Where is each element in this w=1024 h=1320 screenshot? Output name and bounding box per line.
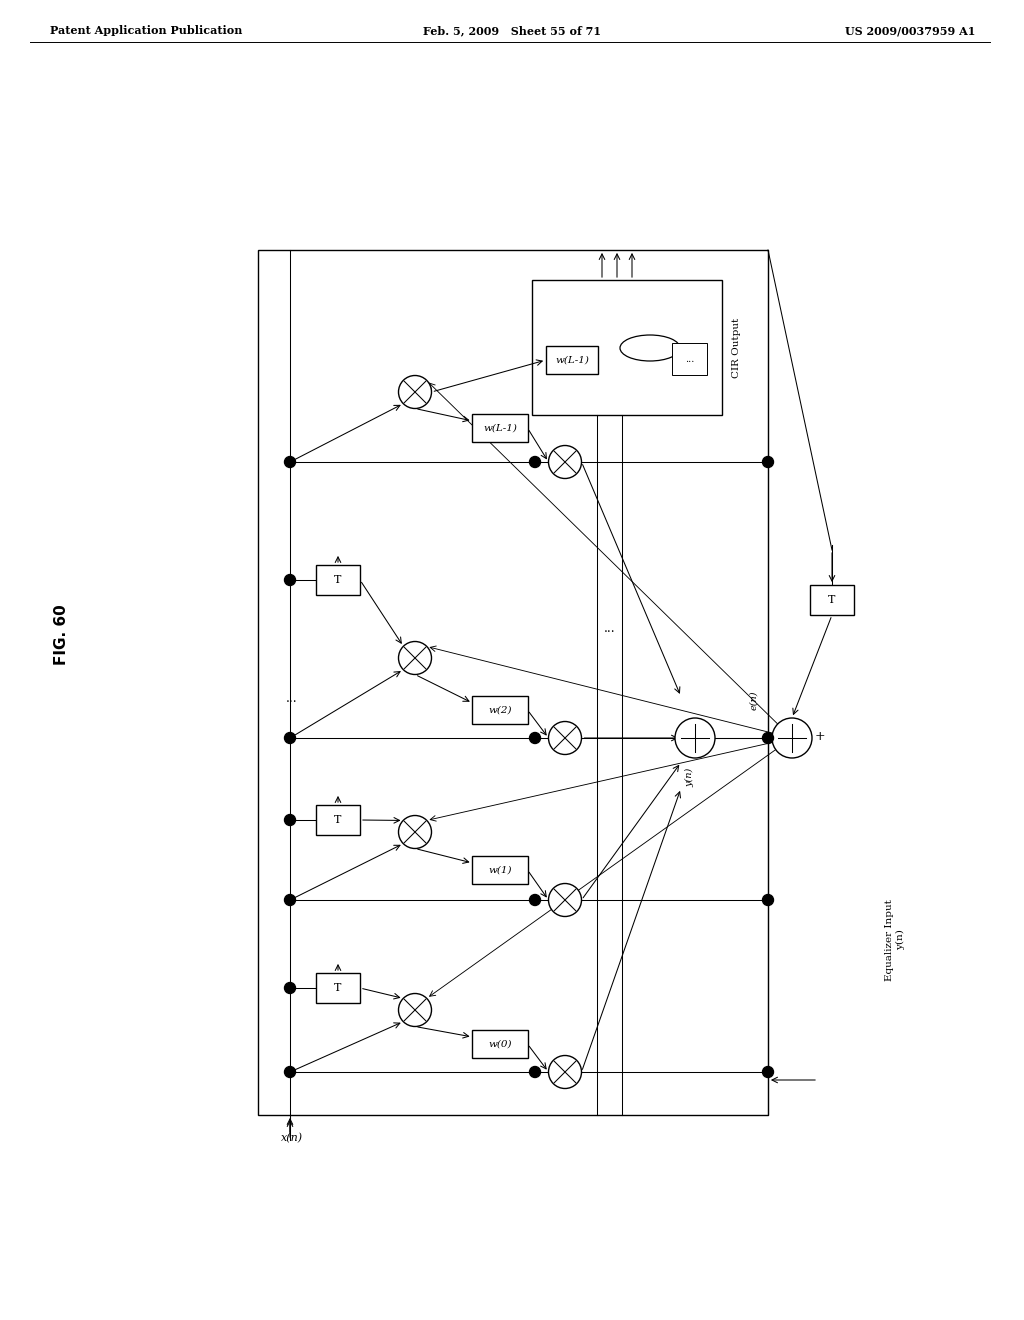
Text: ...: ... bbox=[286, 692, 298, 705]
Circle shape bbox=[285, 895, 296, 906]
FancyBboxPatch shape bbox=[672, 343, 707, 375]
Text: Feb. 5, 2009   Sheet 55 of 71: Feb. 5, 2009 Sheet 55 of 71 bbox=[423, 25, 601, 36]
Circle shape bbox=[529, 1067, 541, 1077]
Circle shape bbox=[285, 1067, 296, 1077]
FancyBboxPatch shape bbox=[316, 805, 360, 836]
FancyBboxPatch shape bbox=[472, 696, 527, 723]
Circle shape bbox=[529, 457, 541, 467]
Circle shape bbox=[398, 375, 431, 408]
Circle shape bbox=[285, 733, 296, 743]
Text: CIR Output: CIR Output bbox=[732, 318, 741, 378]
Circle shape bbox=[549, 1056, 582, 1089]
Text: T: T bbox=[334, 576, 342, 585]
Text: w(L-1): w(L-1) bbox=[483, 424, 517, 433]
Text: ...: ... bbox=[685, 355, 694, 363]
Circle shape bbox=[398, 642, 431, 675]
Circle shape bbox=[398, 816, 431, 849]
Circle shape bbox=[772, 718, 812, 758]
Text: w(2): w(2) bbox=[488, 705, 512, 714]
FancyBboxPatch shape bbox=[546, 346, 598, 374]
Text: x(n): x(n) bbox=[281, 1133, 303, 1143]
Text: w(1): w(1) bbox=[488, 866, 512, 874]
Circle shape bbox=[763, 895, 773, 906]
Text: Patent Application Publication: Patent Application Publication bbox=[50, 25, 243, 36]
Circle shape bbox=[549, 883, 582, 916]
Text: FIG. 60: FIG. 60 bbox=[54, 605, 70, 665]
Circle shape bbox=[529, 895, 541, 906]
FancyBboxPatch shape bbox=[472, 414, 527, 442]
Circle shape bbox=[763, 733, 773, 743]
Text: Equalizer Input
y(n): Equalizer Input y(n) bbox=[885, 899, 905, 981]
Text: +: + bbox=[815, 730, 825, 742]
Text: y(n): y(n) bbox=[685, 768, 694, 787]
Circle shape bbox=[763, 457, 773, 467]
Ellipse shape bbox=[620, 335, 680, 360]
Circle shape bbox=[675, 718, 715, 758]
FancyBboxPatch shape bbox=[472, 855, 527, 884]
Text: T: T bbox=[334, 983, 342, 993]
Text: w(L-1): w(L-1) bbox=[555, 355, 589, 364]
Circle shape bbox=[285, 574, 296, 586]
FancyBboxPatch shape bbox=[472, 1030, 527, 1059]
Circle shape bbox=[529, 733, 541, 743]
FancyBboxPatch shape bbox=[316, 565, 360, 595]
Circle shape bbox=[549, 446, 582, 479]
FancyBboxPatch shape bbox=[316, 973, 360, 1003]
Text: w(0): w(0) bbox=[488, 1040, 512, 1048]
Circle shape bbox=[285, 814, 296, 825]
Circle shape bbox=[285, 457, 296, 467]
Circle shape bbox=[763, 1067, 773, 1077]
Text: T: T bbox=[828, 595, 836, 605]
Text: ...: ... bbox=[604, 622, 615, 635]
Circle shape bbox=[549, 722, 582, 755]
Text: e(n): e(n) bbox=[749, 690, 758, 710]
Circle shape bbox=[398, 994, 431, 1027]
Text: US 2009/0037959 A1: US 2009/0037959 A1 bbox=[845, 25, 975, 36]
Text: T: T bbox=[334, 814, 342, 825]
Circle shape bbox=[285, 982, 296, 994]
FancyBboxPatch shape bbox=[810, 585, 854, 615]
